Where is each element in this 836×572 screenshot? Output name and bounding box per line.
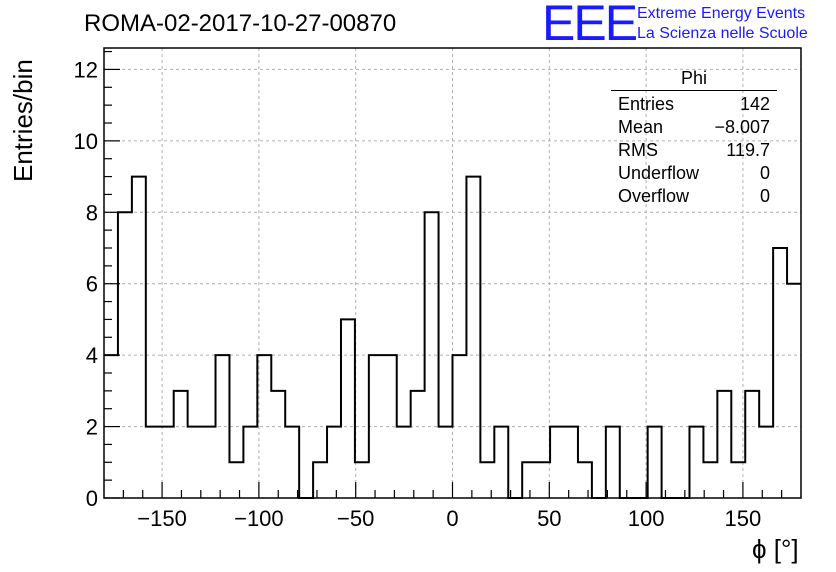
histogram-bin [466,177,480,498]
histogram-bin [536,462,550,498]
histogram-bin [397,427,411,498]
stats-row-overflow: Overflow 0 [611,185,777,208]
stats-value: −8.007 [714,117,770,137]
stats-box: Phi Entries 142 Mean −8.007 RMS 119.7 Un… [611,68,777,208]
stats-title: Phi [611,68,777,91]
y-tick-label: 10 [74,129,98,154]
logo-caption: Extreme Energy Events La Scienza nelle S… [637,4,808,44]
histogram-bin [439,427,453,498]
histogram-bin [522,462,536,498]
histogram-bin [202,427,216,498]
histogram-bin [717,391,731,498]
histogram-bin [174,391,188,498]
histogram-bin [146,427,160,498]
histogram-bin [425,212,439,498]
x-tick-label: −50 [337,506,374,531]
x-tick-label: 100 [628,506,665,531]
axes: −150 −100 −50 0 50 100 150 0 2 4 6 8 10 12 [74,47,802,531]
stats-value: 119.7 [726,140,770,160]
stats-value: 142 [739,94,770,114]
histogram-bin [355,462,369,498]
stats-label: Mean [618,117,664,137]
stats-row-entries: Entries 142 [611,93,777,116]
x-tick-label: −100 [234,506,284,531]
histogram-bin [285,427,299,498]
eee-logo: EEE [542,0,638,51]
histogram-bin [341,319,355,498]
histogram-bin [383,355,397,498]
histogram-outline [104,175,801,499]
logo-caption-line2: La Scienza nelle Scuole [637,25,808,42]
chart-title: ROMA-02-2017-10-27-00870 [84,10,397,37]
histogram-bin [369,355,383,498]
y-tick-label: 4 [86,343,98,368]
stats-row-rms: RMS 119.7 [611,139,777,162]
x-axis-label: ϕ [°] [752,534,799,564]
histogram-bin [216,355,230,498]
y-tick-label: 2 [86,415,98,440]
histogram-bin [606,427,620,498]
histogram-bin [773,248,787,498]
histogram-bin [703,462,717,498]
histogram-bin [229,462,243,498]
histogram-bin [243,427,257,498]
stats-row-underflow: Underflow 0 [611,162,777,185]
histogram-bin [550,427,564,498]
histogram-series [104,175,801,499]
histogram-bin [257,355,271,498]
histogram-bin [648,427,662,498]
y-tick-label: 6 [86,272,98,297]
histogram-bin [327,427,341,498]
histogram-bin [411,391,425,498]
histogram-bin [453,355,467,498]
stats-label: RMS [618,140,658,160]
x-tick-label: 50 [537,506,561,531]
histogram-bin [787,284,801,498]
x-tick-label: 150 [725,506,762,531]
y-tick-label: 12 [74,57,98,82]
histogram-bin [271,391,285,498]
histogram-bin [745,391,759,498]
y-tick-label: 0 [86,486,98,511]
histogram-bin [132,177,146,498]
histogram-bin [578,462,592,498]
histogram-bin [480,462,494,498]
histogram-bin [118,212,132,498]
stats-value: 0 [759,163,770,183]
logo-caption-line1: Extreme Energy Events [637,5,806,22]
stats-row-mean: Mean −8.007 [611,116,777,139]
histogram-bin [564,427,578,498]
stats-label: Entries [618,94,675,114]
stats-label: Underflow [618,163,700,183]
histogram-bin [494,427,508,498]
x-tick-label: 0 [446,506,458,531]
y-axis-label: Entries/bin [8,59,38,182]
histogram-bin [188,427,202,498]
grid [104,48,801,498]
histogram-bin [313,462,327,498]
y-tick-label: 8 [86,200,98,225]
x-tick-label: −150 [137,506,187,531]
y-axis-label-wrap: Entries/bin [8,59,131,213]
stats-label: Overflow [618,186,690,206]
histogram-bin [689,427,703,498]
stats-value: 0 [759,186,770,206]
histogram-bin [759,427,773,498]
